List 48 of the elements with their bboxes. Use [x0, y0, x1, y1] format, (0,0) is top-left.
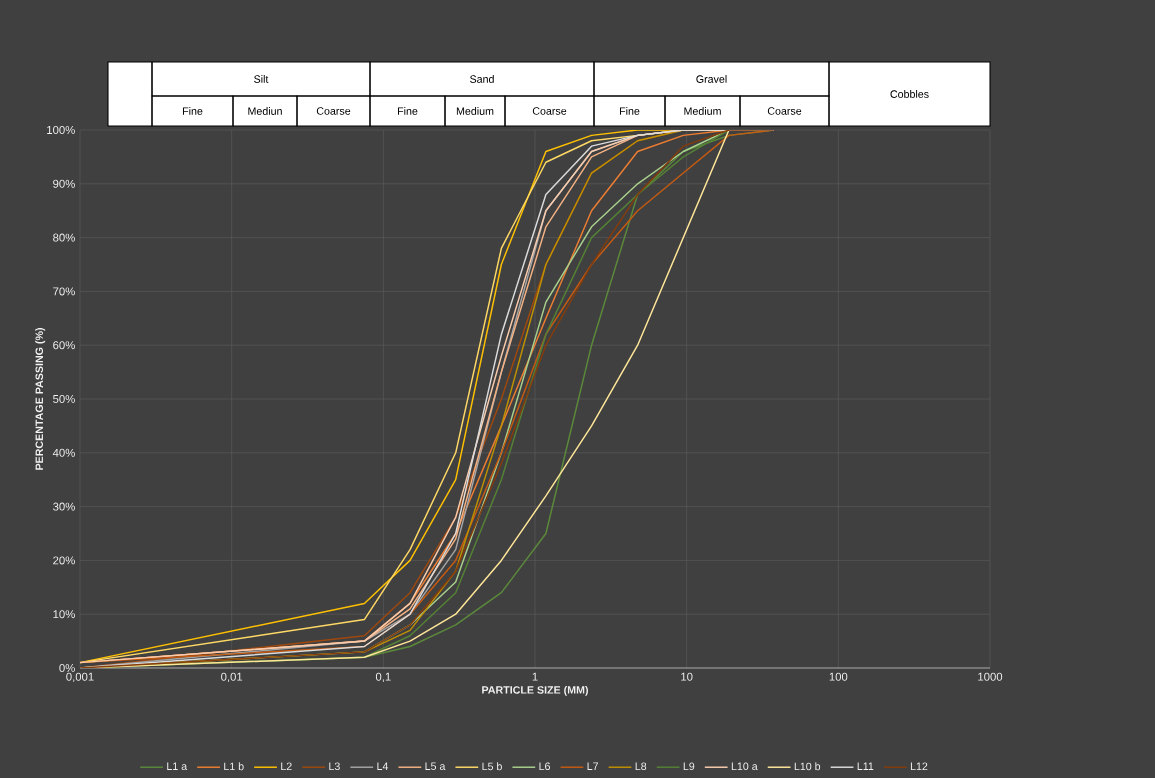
y-tick-label: 10%	[53, 610, 75, 619]
x-tick-label: 0,1	[375, 672, 391, 683]
y-tick-label: 20%	[53, 556, 75, 565]
text: Mediun	[248, 107, 282, 115]
y-tick-label: 80%	[53, 233, 75, 242]
legend-label: L1 b	[224, 762, 244, 771]
x-tick-label: 0,001	[66, 672, 94, 683]
text: Medium	[456, 107, 494, 115]
text: Fine	[183, 107, 203, 115]
legend-label: L1 a	[167, 762, 188, 771]
x-tick-label: 100	[829, 672, 848, 681]
text: Coarse	[532, 107, 567, 115]
text: Medium	[684, 107, 721, 115]
y-tick-label: 40%	[52, 448, 75, 457]
legend-label: L6	[539, 762, 550, 771]
legend-label: L2	[281, 762, 292, 770]
x-tick-label: 10	[681, 672, 693, 681]
legend-label: L7	[587, 762, 599, 770]
text: Fine	[620, 107, 640, 115]
y-tick-label: 30%	[53, 502, 75, 511]
y-tick-label: 0%	[59, 664, 75, 673]
text: Silt	[254, 75, 269, 83]
legend-label: L4	[377, 762, 389, 770]
x-tick-label: 1000	[978, 672, 1003, 681]
y-tick-label: 50%	[53, 394, 75, 403]
legend-label: L10 b	[794, 762, 821, 771]
legend-label: L5 b	[482, 762, 502, 771]
y-tick-label: 70%	[53, 287, 75, 296]
text: Coarse	[316, 107, 351, 115]
legend-label: L11	[857, 762, 874, 770]
x-tick-label: 1	[532, 672, 538, 681]
legend-label: L5 a	[425, 762, 446, 771]
y-tick-label: 90%	[53, 179, 75, 188]
x-axis-title: PARTICLE SIZE (MM)	[482, 685, 588, 696]
y-axis-title: PERCENTAGE PASSING (%)	[35, 328, 46, 470]
legend-label: L3	[329, 762, 340, 771]
legend-label: L9	[683, 762, 695, 771]
x-tick-label: 0,01	[221, 672, 243, 683]
text: Coarse	[767, 107, 802, 115]
y-tick-label: 100%	[47, 125, 75, 134]
text: Gravel	[696, 75, 727, 83]
legend-label: L10 a	[731, 762, 758, 771]
text: Fine	[398, 107, 418, 115]
legend-label: L8	[635, 762, 647, 771]
text: Cobbles	[890, 90, 929, 98]
text: Sand	[470, 75, 494, 83]
legend-label: L12	[910, 762, 928, 770]
y-tick-label: 60%	[53, 341, 75, 350]
